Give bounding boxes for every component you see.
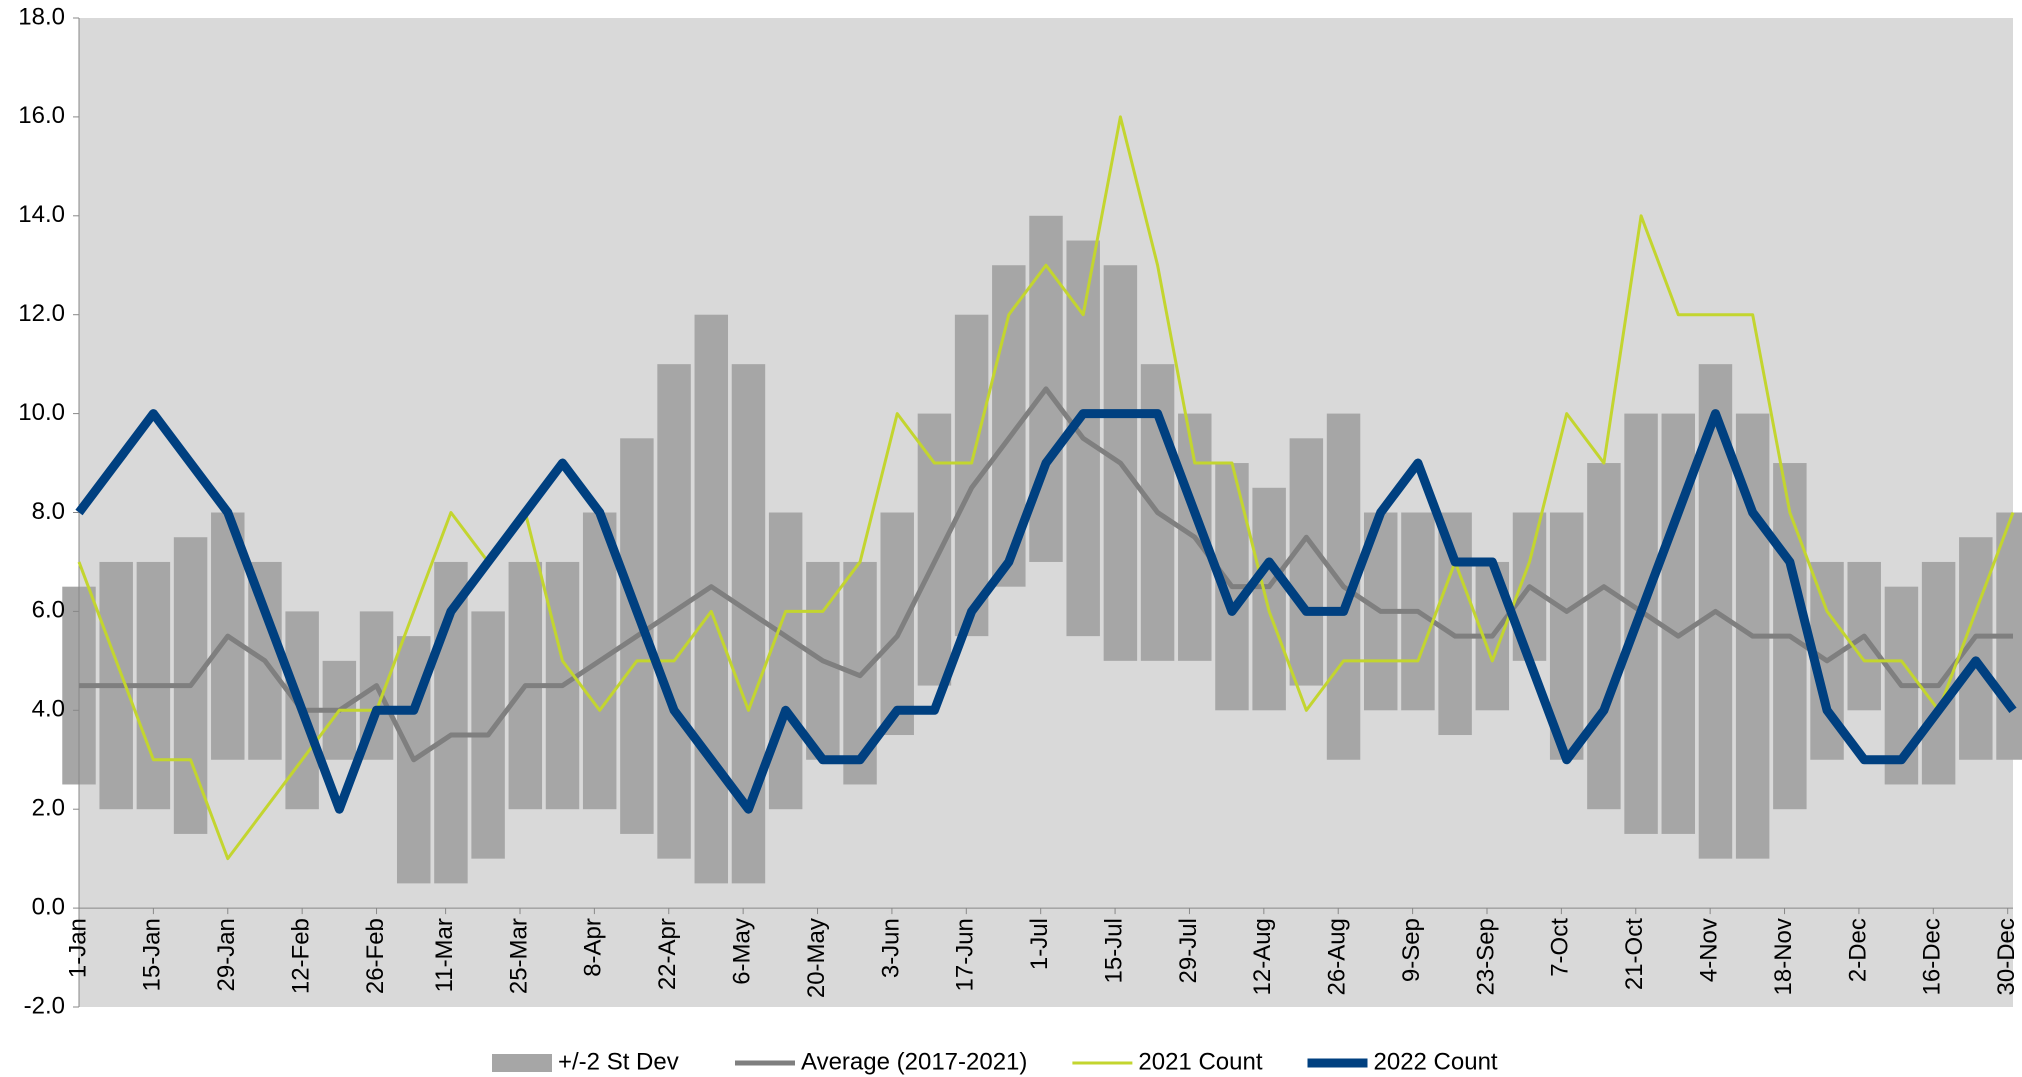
- series-line: [75, 409, 2017, 814]
- y-tick-label: 4.0: [32, 696, 65, 723]
- band-bar: [768, 512, 803, 810]
- series-line: [79, 386, 2013, 763]
- x-tick-label: 22-Apr: [654, 918, 681, 990]
- band-bar: [694, 314, 729, 884]
- x-tick-label: 16-Dec: [1919, 918, 1946, 995]
- x-tick-label: 15-Jul: [1100, 918, 1127, 983]
- x-tick-label: 1-Jan: [64, 918, 91, 978]
- x-tick-label: 11-Mar: [431, 918, 458, 992]
- legend-label: +/-2 St Dev: [558, 1048, 679, 1075]
- legend-label: Average (2017-2021): [801, 1048, 1027, 1075]
- x-tick-label: 3-Jun: [877, 918, 904, 978]
- y-tick-label: -2.0: [24, 992, 65, 1019]
- y-tick-label: 0.0: [32, 893, 65, 920]
- series-line: [77, 115, 2015, 861]
- legend-label: 2021 Count: [1138, 1048, 1262, 1075]
- y-tick-label: 10.0: [18, 399, 65, 426]
- y-tick-label: 6.0: [32, 597, 65, 624]
- band-bar: [1587, 463, 1621, 810]
- x-tick-label: 21-Oct: [1621, 918, 1648, 990]
- x-tick-label: 17-Jun: [952, 918, 979, 991]
- legend-label: 2022 Count: [1374, 1048, 1498, 1075]
- y-tick-label: 16.0: [18, 102, 65, 129]
- band-bar: [1252, 487, 1286, 711]
- legend-swatch: [492, 1054, 552, 1072]
- x-tick-label: 18-Nov: [1770, 918, 1797, 995]
- y-tick-label: 2.0: [32, 795, 65, 822]
- x-tick-label: 26-Aug: [1324, 918, 1351, 995]
- y-tick-label: 8.0: [32, 498, 65, 525]
- band-bar: [1438, 512, 1472, 736]
- band-bar: [1289, 438, 1324, 686]
- x-tick-label: 29-Jul: [1175, 918, 1202, 983]
- x-tick-label: 30-Dec: [1993, 918, 2020, 995]
- x-tick-label: 20-May: [803, 918, 830, 998]
- band-bar: [880, 512, 914, 736]
- x-tick-label: 6-May: [728, 918, 755, 985]
- x-tick-label: 1-Jul: [1026, 918, 1053, 970]
- x-tick-label: 9-Sep: [1398, 918, 1425, 982]
- x-tick-label: 4-Nov: [1695, 918, 1722, 982]
- band-bar: [917, 413, 952, 686]
- y-tick-label: 18.0: [18, 3, 65, 30]
- x-tick-label: 12-Feb: [287, 918, 314, 994]
- y-tick-label: 14.0: [18, 201, 65, 228]
- x-tick-label: 15-Jan: [139, 918, 166, 991]
- x-tick-label: 8-Apr: [580, 918, 607, 977]
- y-tick-label: 12.0: [18, 300, 65, 327]
- x-tick-label: 26-Feb: [362, 918, 389, 994]
- x-tick-label: 25-Mar: [505, 918, 532, 994]
- x-tick-label: 2-Dec: [1844, 918, 1871, 982]
- x-tick-label: 29-Jan: [213, 918, 240, 991]
- x-tick-label: 7-Oct: [1547, 918, 1574, 977]
- x-tick-label: 23-Sep: [1472, 918, 1499, 995]
- x-tick-label: 12-Aug: [1249, 918, 1276, 995]
